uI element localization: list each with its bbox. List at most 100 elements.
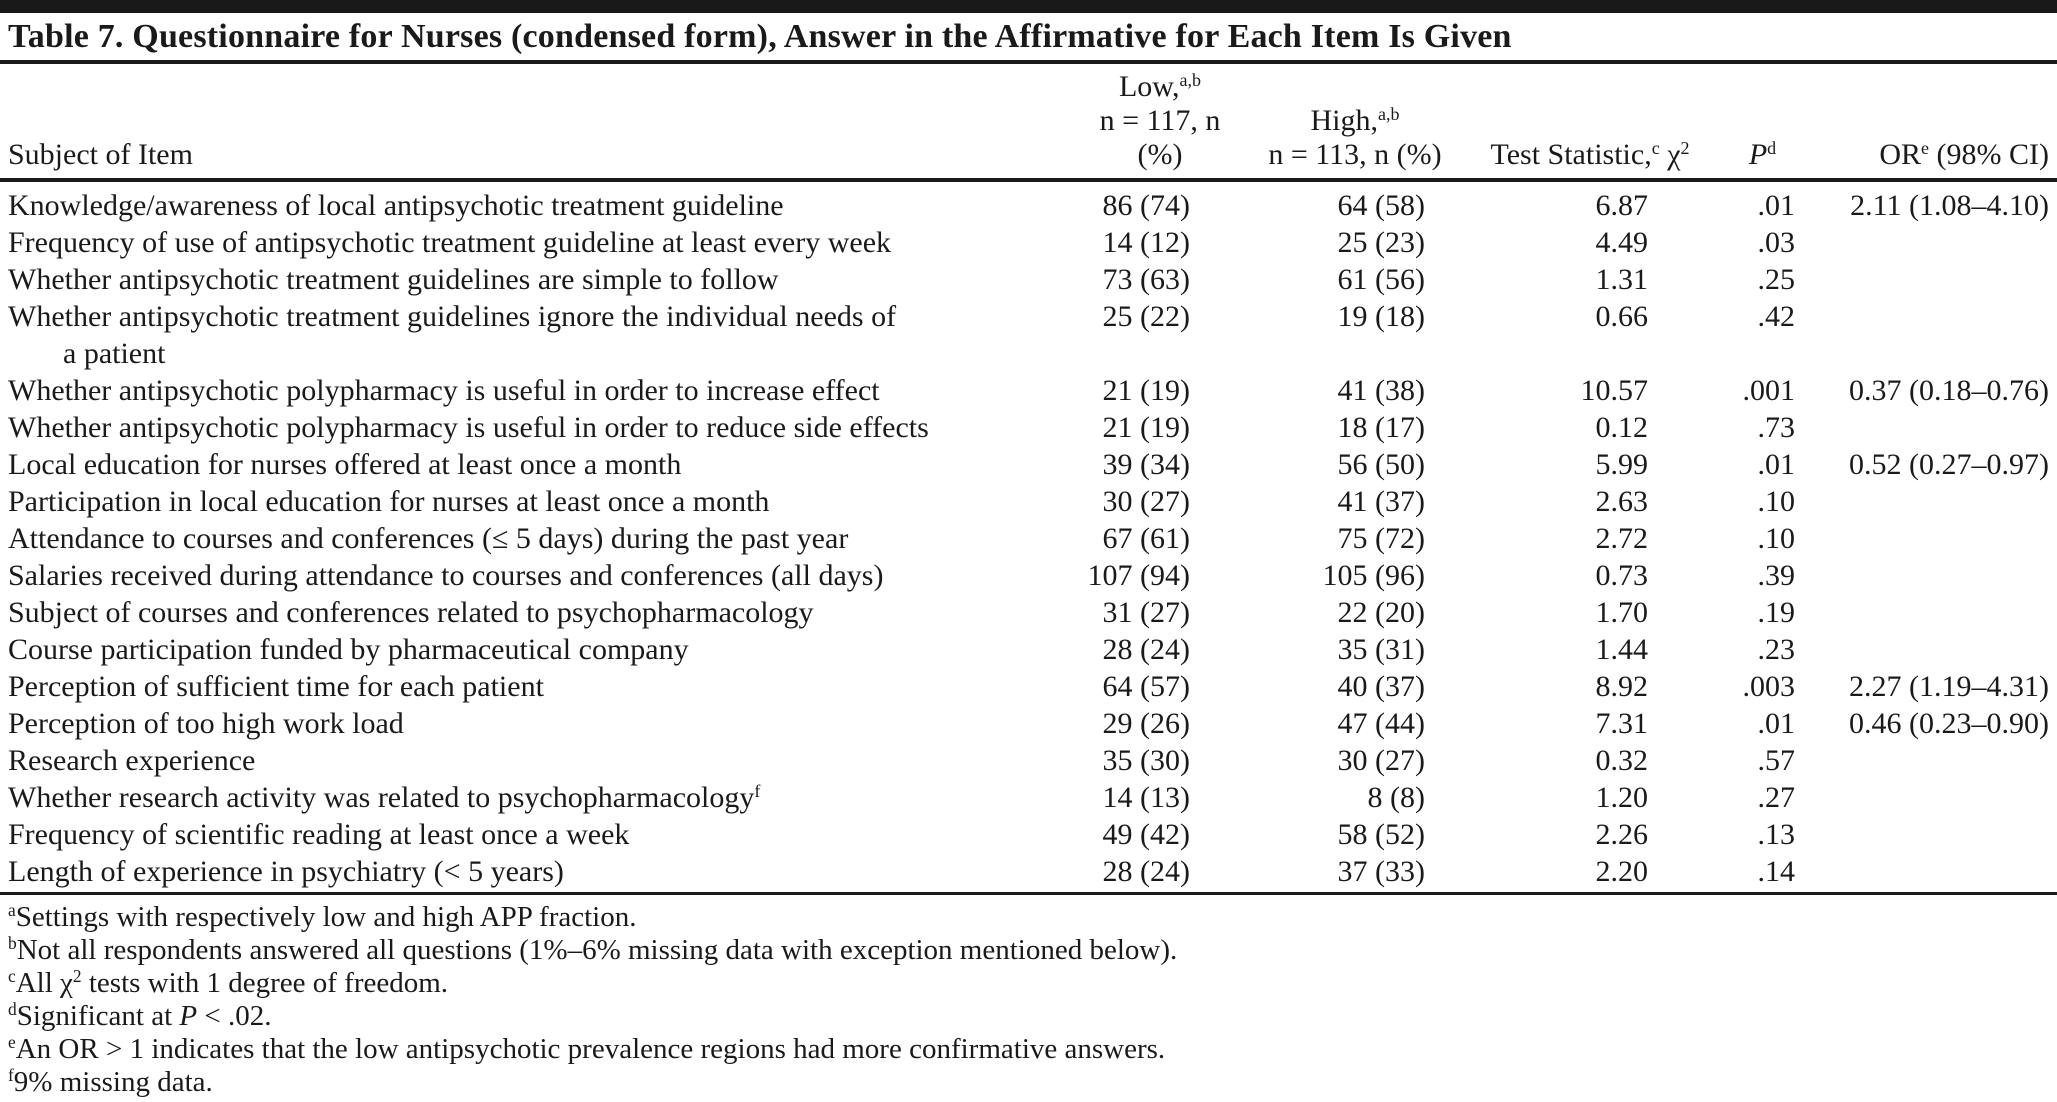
superscript-marker: f xyxy=(754,781,761,802)
cell-or-ci: 0.37 (0.18–0.76) xyxy=(1849,374,2049,407)
cell-test-statistic: 6.87 xyxy=(1595,189,1649,222)
cell-p-value: .13 xyxy=(1757,818,1796,851)
cell-low: 25 (22) xyxy=(1102,300,1190,333)
subject-text-wrapped: a patient xyxy=(63,337,166,370)
column-header-test-statistic: Test Statistic,c χ2 xyxy=(1470,64,1710,182)
cell-p-value: .73 xyxy=(1757,411,1796,444)
cell-subject: Frequency of scientific reading at least… xyxy=(0,816,1080,853)
cell-test-statistic: 1.44 xyxy=(1595,633,1649,666)
cell-or-ci xyxy=(1815,631,2057,668)
cell-or-ci xyxy=(1815,594,2057,631)
cell-test-statistic: 2.26 xyxy=(1595,818,1649,851)
column-header-or-label: OR xyxy=(1879,138,1922,171)
cell-subject: Whether antipsychotic treatment guidelin… xyxy=(0,298,1080,372)
cell-p-value: .01 xyxy=(1757,707,1796,740)
table-row: Perception of too high work load 29 (26)… xyxy=(0,705,2057,742)
cell-p-value: .57 xyxy=(1757,744,1796,777)
cell-test-statistic: 0.32 xyxy=(1595,744,1649,777)
cell-subject: Participation in local education for nur… xyxy=(0,483,1080,520)
cell-subject: Knowledge/awareness of local antipsychot… xyxy=(0,180,1080,224)
cell-high: 18 (17) xyxy=(1337,411,1425,444)
footnote: bNot all respondents answered all questi… xyxy=(8,934,2049,967)
superscript-marker: c xyxy=(1651,138,1660,159)
superscript-marker: a,b xyxy=(1179,70,1202,91)
table-row: Local education for nurses offered at le… xyxy=(0,446,2057,483)
cell-subject: Whether antipsychotic treatment guidelin… xyxy=(0,261,1080,298)
subject-text: Whether antipsychotic polypharmacy is us… xyxy=(8,374,880,407)
cell-or-ci xyxy=(1815,520,2057,557)
cell-subject: Salaries received during attendance to c… xyxy=(0,557,1080,594)
cell-or-ci: 2.11 (1.08–4.10) xyxy=(1850,189,2049,222)
footnote-marker: b xyxy=(8,933,17,954)
cell-test-statistic: 1.70 xyxy=(1595,596,1649,629)
subject-text: Perception of too high work load xyxy=(8,707,404,740)
footnote-text: < .02. xyxy=(197,1000,272,1032)
cell-subject: Attendance to courses and conferences (≤… xyxy=(0,520,1080,557)
cell-test-statistic: 0.66 xyxy=(1595,300,1649,333)
cell-test-statistic: 0.12 xyxy=(1595,411,1649,444)
subject-text: Frequency of scientific reading at least… xyxy=(8,818,630,851)
column-header-high: High,a,b n = 113, n (%) xyxy=(1240,64,1470,182)
table-row: Attendance to courses and conferences (≤… xyxy=(0,520,2057,557)
cell-low: 86 (74) xyxy=(1102,189,1190,222)
cell-or-ci xyxy=(1815,742,2057,779)
cell-or-ci xyxy=(1815,779,2057,816)
cell-high: 22 (20) xyxy=(1337,596,1425,629)
cell-or-ci xyxy=(1815,483,2057,520)
table-body: Knowledge/awareness of local antipsychot… xyxy=(0,180,2057,895)
header-row: Subject of Item Low,a,b n = 117, n (%) H… xyxy=(0,64,2057,182)
cell-high: 30 (27) xyxy=(1337,744,1425,777)
subject-text: Subject of courses and conferences relat… xyxy=(8,596,814,629)
cell-low: 64 (57) xyxy=(1102,670,1190,703)
cell-test-statistic: 2.72 xyxy=(1595,522,1649,555)
cell-test-statistic: 7.31 xyxy=(1595,707,1649,740)
column-header-or: ORe (98% CI) xyxy=(1815,64,2057,182)
superscript-marker: 2 xyxy=(72,966,82,987)
subject-text: Whether antipsychotic treatment guidelin… xyxy=(8,263,779,296)
cell-low: 39 (34) xyxy=(1102,448,1190,481)
chi-symbol: χ xyxy=(1667,138,1681,171)
footnote-text: 9% missing data. xyxy=(13,1066,213,1098)
footnote-marker: a xyxy=(8,900,16,921)
cell-high: 37 (33) xyxy=(1240,853,1470,895)
cell-or-ci xyxy=(1815,224,2057,261)
cell-test-statistic: 10.57 xyxy=(1580,374,1649,407)
cell-high: 8 (8) xyxy=(1367,781,1425,814)
cell-low: 49 (42) xyxy=(1102,818,1190,851)
subject-text: Knowledge/awareness of local antipsychot… xyxy=(8,189,784,222)
footnote-text: Not all respondents answered all questio… xyxy=(16,934,1178,966)
table-row: Whether antipsychotic polypharmacy is us… xyxy=(0,409,2057,446)
table-row: Subject of courses and conferences relat… xyxy=(0,594,2057,631)
cell-subject: Whether research activity was related to… xyxy=(0,779,1080,816)
subject-text: Frequency of use of antipsychotic treatm… xyxy=(8,226,892,259)
column-header-high-n: n = 113, n (%) xyxy=(1268,138,1442,171)
cell-p-value: .27 xyxy=(1757,781,1796,814)
cell-p-value: .01 xyxy=(1757,189,1796,222)
table-title: Table 7. Questionnaire for Nurses (conde… xyxy=(8,18,1512,55)
table-row: Whether antipsychotic treatment guidelin… xyxy=(0,261,2057,298)
cell-subject: Perception of too high work load xyxy=(0,705,1080,742)
cell-low: 67 (61) xyxy=(1102,522,1190,555)
footnote-marker: f xyxy=(8,1065,14,1086)
cell-high: 64 (58) xyxy=(1337,189,1425,222)
table-row: Frequency of scientific reading at least… xyxy=(0,816,2057,853)
cell-p-value: .001 xyxy=(1742,374,1796,407)
cell-p-value: .10 xyxy=(1757,485,1796,518)
column-header-test-label: Test Statistic, xyxy=(1490,138,1652,171)
table-row: Salaries received during attendance to c… xyxy=(0,557,2057,594)
cell-subject: Course participation funded by pharmaceu… xyxy=(0,631,1080,668)
subject-text: Course participation funded by pharmaceu… xyxy=(8,633,689,666)
column-header-low-group: Low,a,b xyxy=(1080,70,1240,104)
table-row: Knowledge/awareness of local antipsychot… xyxy=(0,180,2057,224)
cell-subject: Perception of sufficient time for each p… xyxy=(0,668,1080,705)
cell-low: 21 (19) xyxy=(1102,374,1190,407)
cell-high: 47 (44) xyxy=(1337,707,1425,740)
cell-high: 105 (96) xyxy=(1322,559,1425,592)
footnote-text: All χ xyxy=(15,967,73,999)
subject-text: Salaries received during attendance to c… xyxy=(8,559,884,592)
cell-test-statistic: 1.31 xyxy=(1595,263,1649,296)
cell-p-value: .14 xyxy=(1710,853,1815,895)
cell-subject: Frequency of use of antipsychotic treatm… xyxy=(0,224,1080,261)
footnote-text: tests with 1 degree of freedom. xyxy=(81,967,449,999)
cell-low: 107 (94) xyxy=(1087,559,1190,592)
